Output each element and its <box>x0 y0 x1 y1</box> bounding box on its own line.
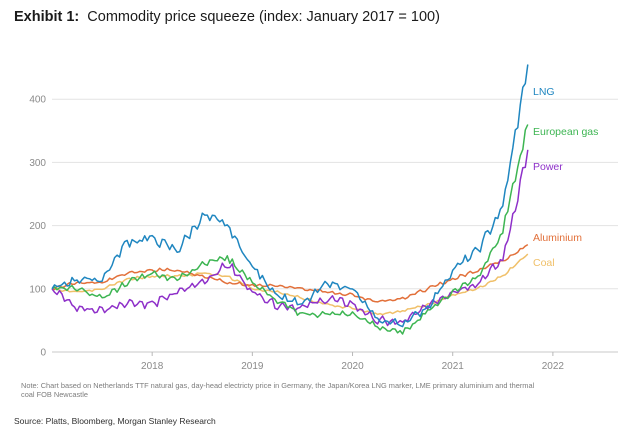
series-line <box>51 64 529 328</box>
x-axis-ticks: 2018 2019 2020 2021 2022 <box>141 352 564 372</box>
y-tick-label: 400 <box>29 95 46 106</box>
series-label: LNG <box>533 86 555 98</box>
x-tick-label: 2018 <box>141 361 164 372</box>
title-text: Commodity price squeeze (index: January … <box>87 9 440 25</box>
series-label: Aluminium <box>533 232 582 244</box>
series-line <box>51 243 529 303</box>
x-tick-label: 2020 <box>341 361 364 372</box>
chart-title: Exhibit 1: Commodity price squeeze (inde… <box>14 9 440 25</box>
gridlines: 0 100 200 300 400 <box>29 95 618 359</box>
exhibit-label: Exhibit 1: <box>14 9 80 25</box>
series-line <box>51 149 529 327</box>
series-label: Coal <box>533 257 555 269</box>
x-tick-label: 2022 <box>542 361 565 372</box>
series-lines <box>51 64 529 335</box>
y-tick-label: 300 <box>29 158 46 169</box>
series-labels: LNG European gas Power Aluminium Coal <box>533 86 598 269</box>
series-label: European gas <box>533 126 598 138</box>
x-tick-label: 2021 <box>442 361 465 372</box>
y-tick-label: 0 <box>40 348 46 359</box>
chart-note: Note: Chart based on Netherlands TTF nat… <box>21 381 535 400</box>
y-tick-label: 200 <box>29 221 46 232</box>
series-label: Power <box>533 161 563 173</box>
series-line <box>51 124 529 335</box>
x-tick-label: 2019 <box>241 361 264 372</box>
line-chart: 0 100 200 300 400 2018 2019 2020 2021 2022 LNG Eu… <box>29 64 618 372</box>
y-tick-label: 100 <box>29 284 46 295</box>
chart-source: Source: Platts, Bloomberg, Morgan Stanle… <box>14 416 216 426</box>
